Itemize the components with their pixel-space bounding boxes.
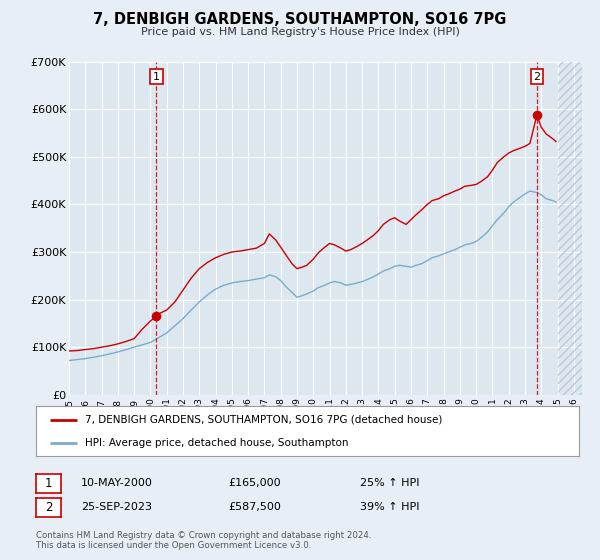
- Text: £587,500: £587,500: [228, 502, 281, 512]
- Text: 25-SEP-2023: 25-SEP-2023: [81, 502, 152, 512]
- Bar: [557, 62, 582, 395]
- Text: 39% ↑ HPI: 39% ↑ HPI: [360, 502, 419, 512]
- Text: 2: 2: [45, 501, 52, 514]
- Text: 1: 1: [45, 477, 52, 490]
- Text: 2: 2: [533, 72, 541, 82]
- Text: 25% ↑ HPI: 25% ↑ HPI: [360, 478, 419, 488]
- Text: £165,000: £165,000: [228, 478, 281, 488]
- Text: Contains HM Land Registry data © Crown copyright and database right 2024.
This d: Contains HM Land Registry data © Crown c…: [36, 531, 371, 550]
- Text: 1: 1: [153, 72, 160, 82]
- Text: 10-MAY-2000: 10-MAY-2000: [81, 478, 153, 488]
- Point: [151, 312, 161, 321]
- Text: HPI: Average price, detached house, Southampton: HPI: Average price, detached house, Sout…: [85, 438, 349, 448]
- Text: Price paid vs. HM Land Registry's House Price Index (HPI): Price paid vs. HM Land Registry's House …: [140, 27, 460, 37]
- Text: 7, DENBIGH GARDENS, SOUTHAMPTON, SO16 7PG: 7, DENBIGH GARDENS, SOUTHAMPTON, SO16 7P…: [94, 12, 506, 27]
- Text: 7, DENBIGH GARDENS, SOUTHAMPTON, SO16 7PG (detached house): 7, DENBIGH GARDENS, SOUTHAMPTON, SO16 7P…: [85, 414, 442, 424]
- Point: [532, 111, 542, 120]
